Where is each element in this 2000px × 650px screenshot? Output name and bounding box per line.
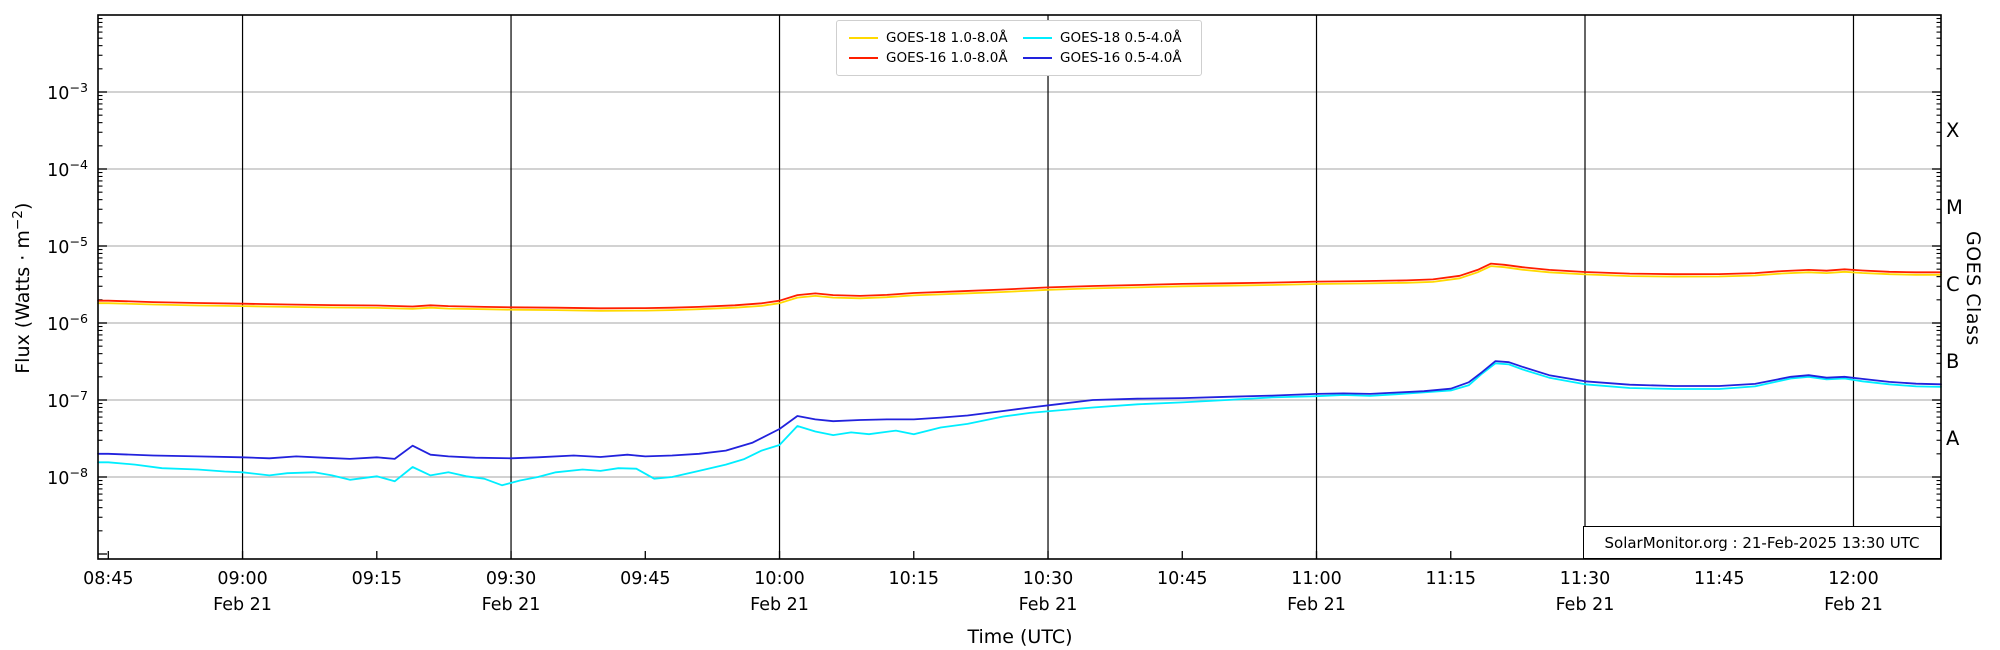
y-axis-title-exp: −2 — [9, 210, 26, 231]
x-tick-label: 11:45 — [1694, 569, 1745, 589]
goes-class-letter: M — [1946, 195, 1963, 219]
goes-class-letter: B — [1946, 349, 1960, 373]
y-tick-label: 10−4 — [47, 157, 88, 181]
x-tick-label: 08:45 — [83, 569, 134, 589]
legend-entry: GOES-16 1.0-8.0Å — [845, 50, 1019, 66]
x-tick-date: Feb 21 — [213, 595, 272, 615]
y-tick-label: 10−7 — [47, 388, 88, 412]
goes-class-letter: C — [1946, 272, 1960, 296]
x-tick-label: 09:45 — [620, 569, 671, 589]
x-tick-label: 11:00 — [1291, 569, 1342, 589]
x-tick-date: Feb 21 — [1555, 595, 1615, 615]
x-tick-label: 11:30 — [1559, 569, 1611, 589]
right-axis-title: GOES Class — [1962, 230, 1984, 346]
legend: GOES-18 1.0-8.0Å GOES-18 0.5-4.0Å GOES-16 … — [836, 20, 1202, 76]
x-tick-label: 09:15 — [351, 569, 402, 589]
x-axis-title: Time (UTC) — [967, 626, 1073, 648]
legend-line-swatch — [849, 57, 878, 59]
x-tick-label: 10:45 — [1157, 569, 1208, 589]
y-tick-label: 10−5 — [47, 234, 88, 258]
flux-curve-goes-18-0-5-4-0- — [97, 362, 1942, 487]
x-tick-date: Feb 21 — [481, 595, 541, 615]
x-tick-label: 09:30 — [485, 569, 537, 589]
legend-entry: GOES-16 0.5-4.0Å — [1019, 50, 1193, 66]
flux-curve-goes-16-0-5-4-0- — [97, 360, 1942, 460]
legend-entry-label: GOES-16 1.0-8.0Å — [886, 50, 1008, 66]
legend-entry: GOES-18 1.0-8.0Å — [845, 30, 1019, 46]
x-tick-label: 10:30 — [1022, 569, 1074, 589]
x-tick-date: Feb 21 — [1824, 595, 1883, 615]
x-tick-date: Feb 21 — [1018, 595, 1078, 615]
legend-entry-label: GOES-18 1.0-8.0Å — [886, 30, 1008, 46]
legend-entry-label: GOES-16 0.5-4.0Å — [1060, 50, 1182, 66]
legend-line-swatch — [849, 37, 878, 39]
plot-border — [97, 14, 1942, 560]
legend-line-swatch — [1023, 37, 1052, 39]
x-tick-label: 10:00 — [754, 569, 805, 589]
x-tick-label: 10:15 — [888, 569, 939, 589]
legend-line-swatch — [1023, 57, 1052, 59]
goes-class-letter: A — [1946, 426, 1960, 450]
goes-class-letter: X — [1946, 118, 1960, 142]
solarmonitor-timestamp: SolarMonitor.org : 21-Feb-2025 13:30 UTC — [1583, 526, 1941, 559]
x-tick-date: Feb 21 — [750, 595, 809, 615]
flux-curve-goes-16-1-0-8-0- — [97, 262, 1942, 310]
y-tick-label: 10−3 — [47, 80, 88, 104]
x-tick-label: 09:00 — [217, 569, 268, 589]
x-tick-label: 11:15 — [1425, 569, 1476, 589]
y-tick-label: 10−6 — [47, 311, 88, 335]
x-tick-label: 12:00 — [1828, 569, 1879, 589]
x-tick-date: Feb 21 — [1287, 595, 1346, 615]
y-tick-label: 10−8 — [47, 465, 88, 489]
legend-entry-label: GOES-18 0.5-4.0Å — [1060, 30, 1182, 46]
y-axis-title-suffix: ) — [12, 202, 35, 211]
flux-curve-goes-18-1-0-8-0- — [97, 265, 1942, 312]
legend-entry: GOES-18 0.5-4.0Å — [1019, 30, 1193, 46]
